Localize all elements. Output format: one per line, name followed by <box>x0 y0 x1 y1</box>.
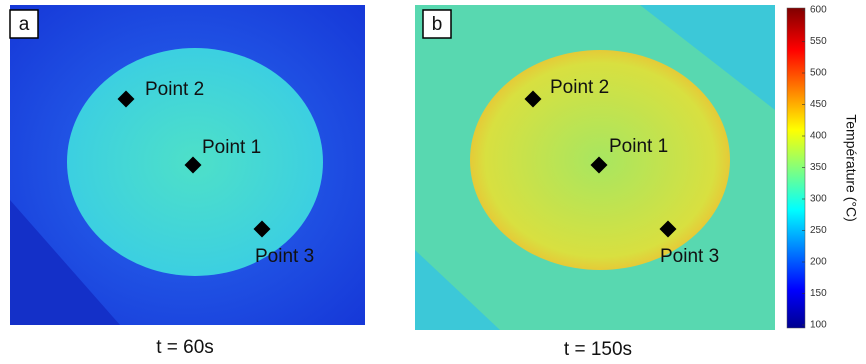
point-label: Point 1 <box>202 137 261 158</box>
panel-a: a Point 2 Point 1 Point 3 t = 60s <box>9 5 365 358</box>
tick-label: 550 <box>810 36 827 47</box>
colorbar-scale <box>786 7 806 329</box>
shade <box>640 5 775 110</box>
tick-label: 400 <box>810 131 827 142</box>
colorbar: Température (°C) <box>786 7 859 329</box>
point-label: Point 2 <box>145 79 204 100</box>
tick-label: 300 <box>810 194 827 205</box>
point-label: Point 1 <box>609 136 668 157</box>
panel-b: b Point 2 Point 1 Point 3 t = 150s <box>415 5 775 360</box>
tick-label: 450 <box>810 99 827 110</box>
caption: t = 150s <box>564 339 632 360</box>
point-label: Point 3 <box>255 246 314 267</box>
tick-label: 100 <box>810 320 827 331</box>
point-marker <box>590 156 608 174</box>
panel-label-box <box>9 9 39 39</box>
tick-label: 250 <box>810 225 827 236</box>
tick-label: 600 <box>810 5 827 16</box>
tick-label: 150 <box>810 288 827 299</box>
tick-label: 500 <box>810 68 827 79</box>
point-marker <box>659 220 677 238</box>
point-marker <box>253 220 271 238</box>
tick-label: 350 <box>810 162 827 173</box>
panel-label: b <box>432 14 443 35</box>
panel-label: a <box>19 14 30 35</box>
point-label: Point 3 <box>660 246 719 267</box>
shade <box>10 200 120 325</box>
point-label: Point 2 <box>550 77 609 98</box>
caption: t = 60s <box>156 337 214 358</box>
tick-label: 200 <box>810 257 827 268</box>
panel-label-box <box>422 9 452 39</box>
point-marker <box>117 90 135 108</box>
shade <box>415 250 500 330</box>
point-marker <box>524 90 542 108</box>
colorbar-label: Température (°C) <box>843 114 859 222</box>
point-marker <box>184 156 202 174</box>
